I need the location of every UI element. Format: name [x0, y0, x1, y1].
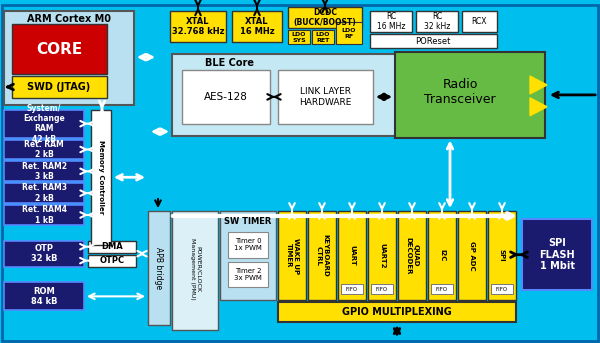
Bar [395, 52, 545, 138]
Bar [341, 284, 363, 294]
Bar [4, 241, 84, 267]
Text: DCDC
(BUCK/BOOST): DCDC (BUCK/BOOST) [293, 8, 356, 27]
Bar [370, 11, 412, 32]
Text: OTPC: OTPC [100, 256, 125, 265]
Text: LINK LAYER
HARDWARE: LINK LAYER HARDWARE [299, 87, 351, 107]
Bar [308, 211, 336, 300]
Bar [172, 54, 464, 135]
Text: Timer 2
3x PWM: Timer 2 3x PWM [234, 268, 262, 281]
Text: BLE Core: BLE Core [205, 58, 254, 68]
Bar [288, 7, 362, 28]
Text: SW TIMER: SW TIMER [224, 217, 272, 226]
Text: APB bridge: APB bridge [155, 247, 163, 289]
Text: GPIO MULTIPLEXING: GPIO MULTIPLEXING [342, 307, 452, 317]
Text: LDO
RET: LDO RET [316, 32, 330, 43]
Polygon shape [530, 76, 547, 94]
Bar [4, 183, 84, 203]
Text: OTP
32 kB: OTP 32 kB [31, 244, 57, 263]
Text: UART2: UART2 [379, 243, 385, 269]
Bar [488, 211, 516, 300]
Bar [4, 140, 84, 159]
Text: AES-128: AES-128 [204, 92, 248, 102]
Bar [4, 162, 84, 181]
Text: I2C: I2C [439, 249, 445, 262]
Text: XTAL
16 MHz: XTAL 16 MHz [239, 17, 274, 36]
Polygon shape [530, 98, 547, 116]
Bar [368, 211, 396, 300]
Bar [398, 211, 426, 300]
Text: Timer 0
1x PWM: Timer 0 1x PWM [234, 238, 262, 251]
Text: Ret. RAM
2 kB: Ret. RAM 2 kB [24, 140, 64, 159]
Bar [4, 205, 84, 225]
Text: CORE: CORE [36, 42, 82, 57]
Text: DMA: DMA [101, 242, 123, 251]
Text: ROM
84 kB: ROM 84 kB [31, 287, 57, 306]
Bar [278, 70, 373, 124]
Text: Memory Controller: Memory Controller [98, 140, 104, 214]
Bar [170, 11, 226, 42]
Text: System/
Exchange
RAM
42 kB: System/ Exchange RAM 42 kB [23, 104, 65, 144]
Text: FIFO: FIFO [436, 287, 448, 292]
Bar [232, 11, 282, 42]
Bar [148, 211, 170, 325]
Text: SPI
FLASH
1 Mbit: SPI FLASH 1 Mbit [539, 238, 575, 271]
Bar [416, 11, 458, 32]
Text: QUAD
DECODER: QUAD DECODER [406, 237, 419, 274]
Bar [288, 31, 310, 44]
Bar [12, 76, 107, 98]
Bar [4, 11, 134, 105]
Text: LDO
SYS: LDO SYS [292, 32, 306, 43]
Bar [312, 31, 334, 44]
Text: SWD (JTAG): SWD (JTAG) [28, 82, 91, 92]
Text: RCX: RCX [471, 17, 487, 26]
Text: Ret. RAM4
1 kB: Ret. RAM4 1 kB [22, 205, 67, 225]
Text: GP ADC: GP ADC [469, 241, 475, 271]
Bar [228, 232, 268, 258]
Bar [278, 302, 516, 322]
Bar [4, 110, 84, 138]
Text: ARM Cortex M0: ARM Cortex M0 [27, 14, 111, 24]
Bar [228, 262, 268, 287]
Text: FIFO: FIFO [496, 287, 508, 292]
Text: FIFO: FIFO [376, 287, 388, 292]
Bar [88, 241, 136, 253]
Bar [4, 283, 84, 310]
Bar [522, 219, 592, 291]
Bar [182, 70, 270, 124]
Text: KEYBOARD
CTRL: KEYBOARD CTRL [316, 234, 329, 277]
Bar [338, 211, 366, 300]
Bar [491, 284, 513, 294]
Text: XTAL
32.768 kHz: XTAL 32.768 kHz [172, 17, 224, 36]
Text: POWER/CLOCK
Management (PMU): POWER/CLOCK Management (PMU) [190, 238, 200, 299]
Text: POReset: POReset [415, 37, 451, 46]
Bar [370, 34, 497, 48]
Text: WAKE UP
TIMER: WAKE UP TIMER [286, 238, 299, 274]
Text: Radio
Transceiver: Radio Transceiver [424, 78, 496, 106]
Text: SPI: SPI [499, 249, 505, 262]
Bar [462, 11, 497, 32]
Bar [172, 211, 218, 330]
Bar [91, 110, 111, 245]
Bar [336, 22, 362, 44]
Text: UART: UART [349, 245, 355, 266]
Bar [371, 284, 393, 294]
Text: LDO
RF: LDO RF [342, 28, 356, 39]
Bar [431, 284, 453, 294]
Bar [12, 24, 107, 74]
Bar [88, 255, 136, 267]
Text: FIFO: FIFO [346, 287, 358, 292]
Text: Ret. RAM2
3 kB: Ret. RAM2 3 kB [22, 162, 67, 181]
Bar [458, 211, 486, 300]
Text: Ret. RAM3
2 kB: Ret. RAM3 2 kB [22, 184, 67, 203]
Bar [428, 211, 456, 300]
Bar [278, 211, 306, 300]
Text: RC
32 kHz: RC 32 kHz [424, 12, 450, 31]
Bar [220, 211, 276, 300]
Text: RC
16 MHz: RC 16 MHz [377, 12, 405, 31]
